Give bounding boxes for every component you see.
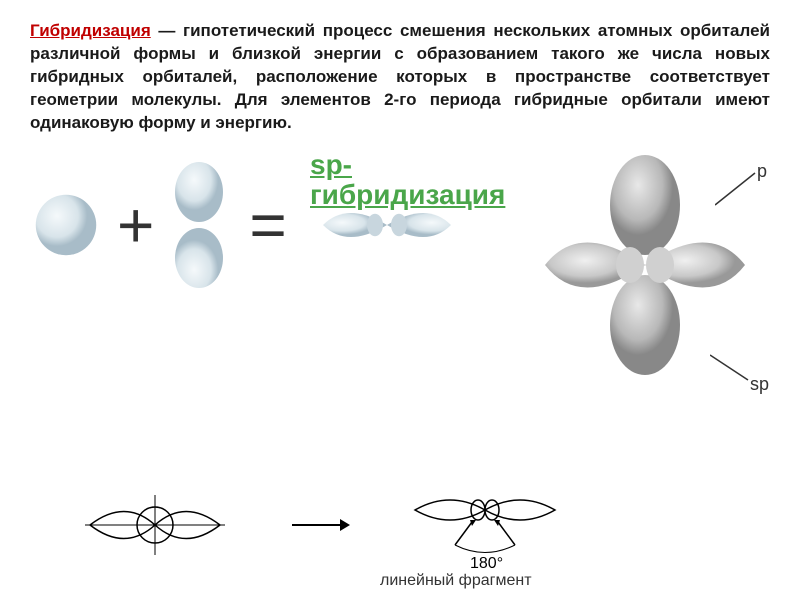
bottom-diagram-row: 180° — [80, 480, 560, 570]
definition-text: Гибридизация — гипотетический процесс см… — [30, 20, 770, 135]
plus-symbol: + — [117, 188, 154, 262]
sp-label: sp — [750, 374, 769, 394]
sp-label-line2: гибридизация — [310, 179, 505, 210]
sp-pointer-line: sp — [710, 350, 770, 395]
s-orbital-icon — [30, 189, 102, 261]
p-pointer-line: p — [715, 165, 770, 210]
transform-arrow-icon — [290, 515, 350, 535]
sp-hybridization-label: sp- гибридизация — [310, 150, 505, 212]
equals-symbol: = — [249, 188, 286, 262]
linear-fragment-label: линейный фрагмент — [380, 572, 532, 590]
sp-label-line1: sp- — [310, 149, 352, 180]
orbital-outline-after-icon: 180° — [410, 480, 560, 570]
svg-text:180°: 180° — [470, 555, 503, 570]
p-label: p — [757, 165, 767, 181]
orbital-outline-before-icon — [80, 490, 230, 560]
term-hybridization: Гибридизация — [30, 21, 151, 40]
p-orbital-icon — [169, 160, 229, 290]
